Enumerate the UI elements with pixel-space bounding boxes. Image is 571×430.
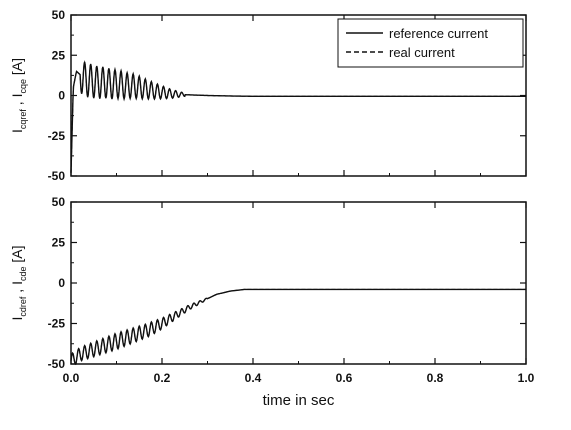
xtick-label-0: 0.0 <box>63 371 80 385</box>
bottom-ytick-label-0: 50 <box>52 195 66 209</box>
top-ylabel-sym1: I <box>9 129 25 133</box>
bottom-x-ticks: 0.0 0.2 0.4 0.6 0.8 1.0 <box>63 202 535 385</box>
top-ylabel-sub1: cqref <box>18 109 28 130</box>
bottom-ylabel-sub2: cde <box>18 267 28 282</box>
top-ytick-label-3: -25 <box>48 129 66 143</box>
legend-box <box>337 18 524 68</box>
top-series-real-current <box>70 60 526 173</box>
top-ytick-label-1: 25 <box>52 48 66 62</box>
bottom-ytick-label-4: -50 <box>48 357 66 371</box>
bottom-ylabel-sym1: I <box>9 317 25 321</box>
top-series-reference-current <box>70 61 526 173</box>
bottom-ylabel-unit: [A] <box>9 246 25 263</box>
top-ylabel-sym2: I <box>9 94 25 98</box>
top-y-axis-label: Icqref , Icqe [A] <box>9 58 28 133</box>
top-ytick-label-0: 50 <box>52 8 66 22</box>
bottom-ylabel-sep: , <box>9 285 25 297</box>
bottom-panel: 50 25 0 -25 -50 0.0 0.2 0.4 0.6 0.8 1.0 Icdref , … <box>9 195 535 409</box>
xtick-label-2: 0.4 <box>245 371 262 385</box>
xtick-label-3: 0.6 <box>336 371 353 385</box>
top-ylabel-sep: , <box>9 97 25 109</box>
bottom-y-ticks: 50 25 0 -25 -50 <box>48 195 526 371</box>
bottom-ytick-label-1: 25 <box>52 236 66 250</box>
bottom-ylabel-sym2: I <box>9 281 25 285</box>
bottom-y-axis-label: Icdref , Icde [A] <box>9 246 28 321</box>
top-ylabel-sub2: cqe <box>18 79 28 94</box>
xtick-label-1: 0.2 <box>154 371 171 385</box>
top-panel: 50 25 0 -25 -50 Icqref , Icqe [A] reference … <box>9 8 527 183</box>
bottom-ytick-label-3: -25 <box>48 317 66 331</box>
top-y-ticks: 50 25 0 -25 -50 <box>48 8 527 183</box>
bottom-series-real-current <box>70 288 526 365</box>
legend: reference current real current <box>337 18 524 68</box>
top-series-group <box>70 60 526 173</box>
top-ylabel-unit: [A] <box>9 58 25 75</box>
bottom-plot-frame <box>70 201 527 365</box>
xtick-label-5: 1.0 <box>518 371 535 385</box>
legend-label-reference: reference current <box>389 26 488 41</box>
top-ytick-label-2: 0 <box>58 89 65 103</box>
top-ytick-label-4: -50 <box>48 169 66 183</box>
bottom-ylabel-sub1: cdref <box>18 296 28 317</box>
bottom-ytick-label-2: 0 <box>58 276 65 290</box>
legend-label-real: real current <box>389 45 455 60</box>
xtick-label-4: 0.8 <box>427 371 444 385</box>
bottom-series-group <box>70 288 526 366</box>
x-axis-label: time in sec <box>263 392 335 409</box>
